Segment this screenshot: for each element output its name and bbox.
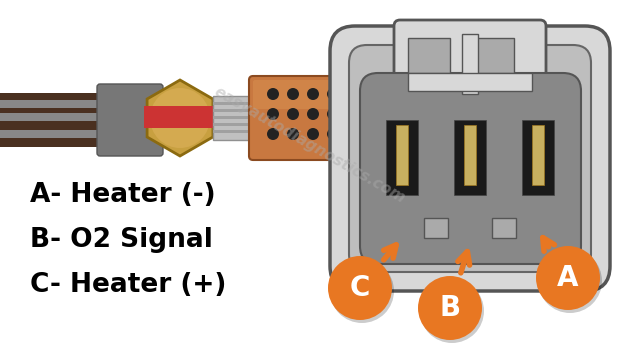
- Text: A- Heater (-): A- Heater (-): [30, 182, 216, 208]
- Bar: [213, 116, 255, 119]
- Circle shape: [420, 279, 484, 343]
- Circle shape: [536, 246, 600, 310]
- FancyBboxPatch shape: [249, 76, 387, 160]
- Bar: [532, 125, 544, 185]
- Text: C: C: [350, 274, 370, 302]
- Circle shape: [150, 88, 210, 148]
- Circle shape: [267, 108, 279, 120]
- Polygon shape: [147, 80, 213, 156]
- Circle shape: [327, 128, 339, 140]
- Circle shape: [287, 128, 299, 140]
- Bar: [522, 120, 554, 195]
- Text: easyautodiagnostics.com: easyautodiagnostics.com: [212, 84, 408, 206]
- Bar: [144, 106, 216, 128]
- Circle shape: [538, 249, 602, 313]
- Circle shape: [330, 259, 394, 323]
- Circle shape: [328, 256, 392, 320]
- Bar: [0, 93, 140, 147]
- Bar: [386, 120, 418, 195]
- Bar: [213, 123, 255, 126]
- Bar: [462, 34, 478, 94]
- Bar: [213, 96, 255, 140]
- Circle shape: [327, 88, 339, 100]
- Bar: [464, 125, 476, 185]
- Circle shape: [347, 108, 359, 120]
- Bar: [0, 113, 140, 121]
- Bar: [213, 109, 255, 112]
- Bar: [424, 218, 448, 238]
- Circle shape: [307, 88, 319, 100]
- Circle shape: [327, 108, 339, 120]
- Circle shape: [418, 276, 482, 340]
- Bar: [396, 125, 408, 185]
- Circle shape: [267, 88, 279, 100]
- FancyBboxPatch shape: [97, 84, 163, 156]
- Bar: [213, 102, 255, 105]
- Circle shape: [307, 108, 319, 120]
- FancyBboxPatch shape: [253, 80, 383, 109]
- FancyBboxPatch shape: [394, 20, 546, 122]
- FancyBboxPatch shape: [349, 45, 591, 272]
- Text: A: A: [557, 264, 578, 292]
- Circle shape: [347, 88, 359, 100]
- Circle shape: [287, 88, 299, 100]
- Circle shape: [307, 128, 319, 140]
- Text: B- O2 Signal: B- O2 Signal: [30, 227, 213, 253]
- Bar: [408, 38, 450, 73]
- Text: B: B: [439, 294, 460, 322]
- Bar: [213, 130, 255, 133]
- Bar: [454, 120, 486, 195]
- Bar: [472, 38, 514, 73]
- Bar: [0, 100, 140, 108]
- Circle shape: [347, 128, 359, 140]
- Circle shape: [267, 128, 279, 140]
- Bar: [120, 93, 128, 147]
- Bar: [492, 218, 516, 238]
- Text: C- Heater (+): C- Heater (+): [30, 272, 226, 298]
- FancyBboxPatch shape: [330, 26, 610, 291]
- Circle shape: [287, 108, 299, 120]
- FancyBboxPatch shape: [360, 73, 581, 264]
- Bar: [0, 130, 140, 138]
- Bar: [408, 73, 532, 91]
